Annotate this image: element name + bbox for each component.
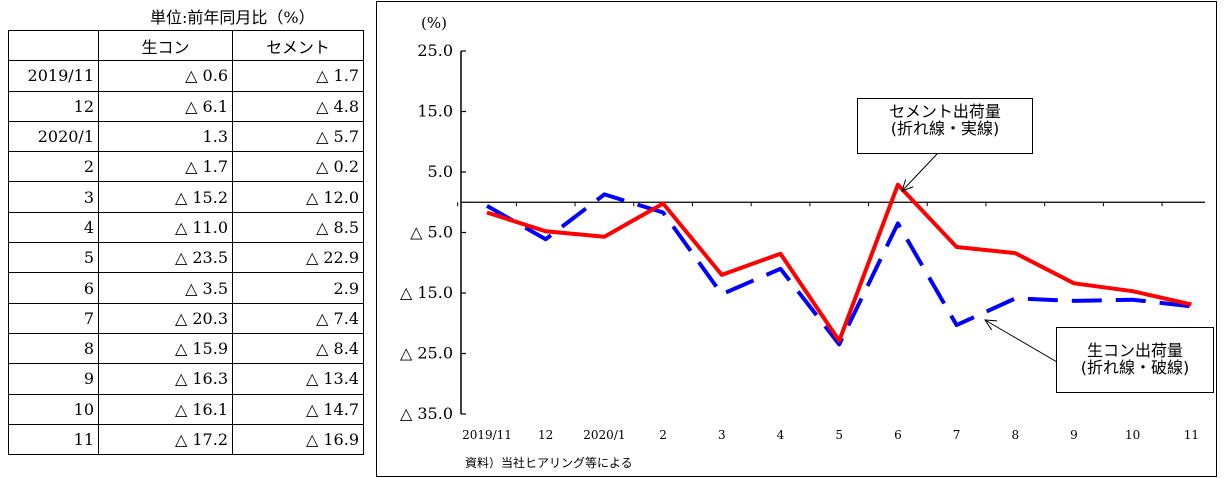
x-tick-label: 2 xyxy=(659,428,667,442)
source-note: 資料）当社ヒアリング等による xyxy=(465,456,633,470)
data-table: 生コン セメント 2019/11 △ 0.6 △ 1.7 12 △ 6.1 △ 4.8 2020… xyxy=(8,29,364,456)
table-concrete-cell: △ 16.3 xyxy=(98,363,233,395)
data-table-panel: 単位:前年同月比（%） 生コン セメント 2019/11 △ 0.6 △ 1.7 12 △ … xyxy=(0,0,370,478)
table-concrete-cell: △ 3.5 xyxy=(98,272,233,304)
x-tick-label: 6 xyxy=(894,428,902,442)
table-concrete-cell: △ 1.7 xyxy=(98,151,233,183)
table-cement-cell: △ 1.7 xyxy=(232,60,364,92)
table-row: 11 △ 17.2 △ 16.9 xyxy=(8,423,364,456)
table-concrete-cell: △ 15.9 xyxy=(98,332,233,365)
concrete-callout-arrow-line xyxy=(984,319,1058,363)
table-month-cell: 10 xyxy=(8,393,99,425)
table-month-cell: 12 xyxy=(8,90,99,122)
table-month-cell: 2020/1 xyxy=(8,120,99,153)
chart-frame: (%) 25.0 15.0 5.0 △ 5.0 △ 15.0 △ 25.0 △ 35.0 201… xyxy=(376,1,1217,477)
x-tick-label: 2020/1 xyxy=(583,428,625,442)
table-header-row: 生コン セメント xyxy=(8,29,364,62)
table-header-cell xyxy=(8,29,99,62)
table-month-cell: 2 xyxy=(8,151,99,183)
table-cement-cell: △ 0.2 xyxy=(232,151,364,183)
table-month-cell: 3 xyxy=(8,181,99,213)
x-tick-label: 12 xyxy=(538,428,553,442)
cement-callout-line2: (折れ線・実線) xyxy=(890,119,1000,138)
table-concrete-cell: △ 6.1 xyxy=(98,90,233,122)
table-month-cell: 11 xyxy=(8,423,99,456)
x-tick-label: 9 xyxy=(1070,428,1078,442)
table-concrete-cell: △ 0.6 xyxy=(98,60,233,92)
table-row: 5 △ 23.5 △ 22.9 xyxy=(8,242,364,274)
concrete-callout-arrow-head xyxy=(984,319,998,331)
cement-callout: セメント出荷量 (折れ線・実線) xyxy=(857,98,1033,154)
cement-series-line xyxy=(486,182,1192,343)
table-header-cell: セメント xyxy=(232,29,364,62)
table-concrete-cell: △ 23.5 xyxy=(98,242,233,274)
table-cement-cell: △ 12.0 xyxy=(232,181,364,213)
y-tick-label: △ 5.0 xyxy=(410,223,453,242)
table-month-cell: 6 xyxy=(8,272,99,304)
table-row: 2 △ 1.7 △ 0.2 xyxy=(8,151,364,183)
table-row: 2019/11 △ 0.6 △ 1.7 xyxy=(8,60,364,92)
y-tick-label: △ 25.0 xyxy=(400,344,453,363)
table-concrete-cell: △ 11.0 xyxy=(98,211,233,244)
concrete-callout: 生コン出荷量 (折れ線・破線) xyxy=(1056,327,1214,393)
table-month-cell: 2019/11 xyxy=(8,60,99,92)
y-tick-label: △ 35.0 xyxy=(400,404,453,423)
table-cement-cell: △ 8.5 xyxy=(232,211,364,244)
y-tick-label: △ 15.0 xyxy=(400,283,453,302)
table-cement-cell: △ 5.7 xyxy=(232,120,364,153)
table-concrete-cell: △ 20.3 xyxy=(98,302,233,334)
table-row: 7 △ 20.3 △ 7.4 xyxy=(8,302,364,334)
table-month-cell: 7 xyxy=(8,302,99,334)
x-tick-label: 7 xyxy=(953,428,961,442)
x-tick-label: 3 xyxy=(718,428,726,442)
x-tick-label: 11 xyxy=(1184,428,1199,442)
concrete-callout-line1: 生コン出荷量 xyxy=(1086,341,1183,360)
table-row: 9 △ 16.3 △ 13.4 xyxy=(8,363,364,395)
concrete-callout-line2: (折れ線・破線) xyxy=(1080,358,1190,377)
table-month-cell: 8 xyxy=(8,332,99,365)
y-tick-label: 5.0 xyxy=(428,162,453,181)
y-tick-label: 15.0 xyxy=(417,102,453,121)
table-cement-cell: △ 4.8 xyxy=(232,90,364,122)
table-cement-cell: △ 14.7 xyxy=(232,393,364,425)
x-tick-label: 4 xyxy=(777,428,785,442)
cement-callout-arrow-head xyxy=(901,179,914,192)
x-tick-label: 2019/11 xyxy=(462,428,512,442)
table-month-cell: 4 xyxy=(8,211,99,244)
table-row: 3 △ 15.2 △ 12.0 xyxy=(8,181,364,213)
table-header-cell: 生コン xyxy=(98,29,233,62)
table-concrete-cell: △ 17.2 xyxy=(98,423,233,456)
table-cement-cell: △ 7.4 xyxy=(232,302,364,334)
table-month-cell: 9 xyxy=(8,363,99,395)
x-tick-label: 8 xyxy=(1011,428,1019,442)
table-month-cell: 5 xyxy=(8,242,99,274)
table-cement-cell: △ 22.9 xyxy=(232,242,364,274)
line-chart: (%) 25.0 15.0 5.0 △ 5.0 △ 15.0 △ 25.0 △ 35.0 201… xyxy=(400,14,1205,442)
table-cement-cell: △ 13.4 xyxy=(232,363,364,395)
table-cement-cell: △ 8.4 xyxy=(232,332,364,365)
table-row: 8 △ 15.9 △ 8.4 xyxy=(8,332,364,365)
unit-note: 単位:前年同月比（%） xyxy=(150,8,315,27)
x-tick-label: 10 xyxy=(1125,428,1140,442)
table-cement-cell: 2.9 xyxy=(232,272,364,304)
concrete-series-line xyxy=(486,192,1192,347)
cement-callout-arrow-line xyxy=(901,153,938,192)
table-row: 6 △ 3.5 2.9 xyxy=(8,272,364,304)
table-row: 12 △ 6.1 △ 4.8 xyxy=(8,90,364,122)
table-concrete-cell: △ 15.2 xyxy=(98,181,233,213)
table-concrete-cell: 1.3 xyxy=(98,120,233,153)
cement-callout-line1: セメント出荷量 xyxy=(889,102,1001,121)
table-row: 10 △ 16.1 △ 14.7 xyxy=(8,393,364,425)
y-unit-label: (%) xyxy=(421,14,447,32)
y-tick-label: 25.0 xyxy=(417,41,453,60)
table-row: 2020/1 1.3 △ 5.7 xyxy=(8,120,364,153)
table-row: 4 △ 11.0 △ 8.5 xyxy=(8,211,364,244)
x-tick-label: 5 xyxy=(835,428,843,442)
table-cement-cell: △ 16.9 xyxy=(232,423,364,456)
table-concrete-cell: △ 16.1 xyxy=(98,393,233,425)
